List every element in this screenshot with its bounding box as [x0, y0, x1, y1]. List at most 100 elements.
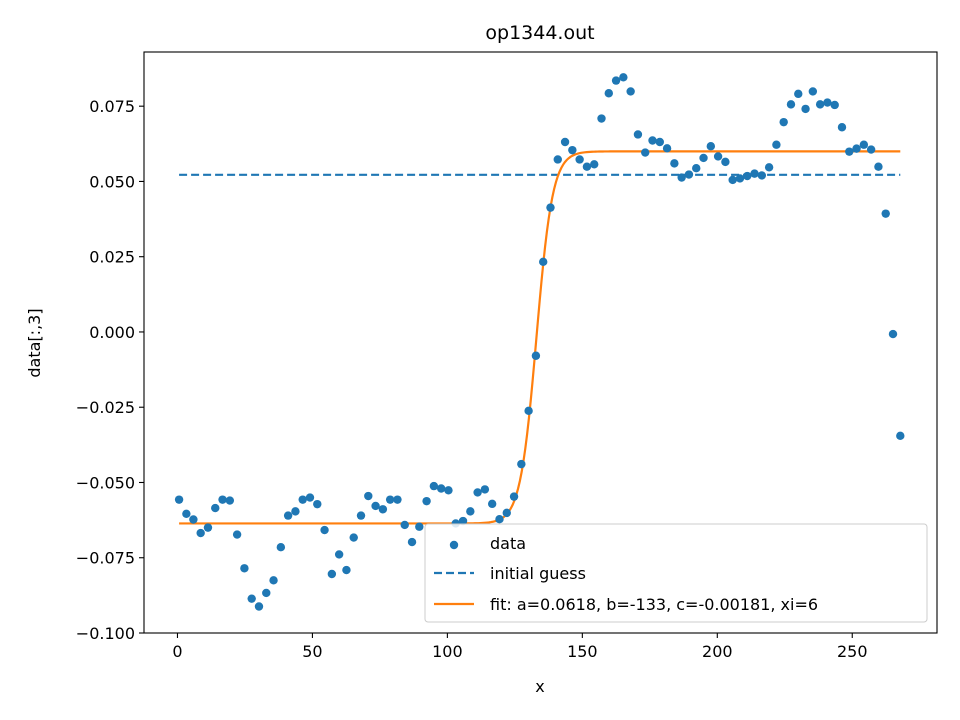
data-point: [619, 73, 628, 82]
data-point: [407, 537, 417, 547]
data-point: [575, 155, 584, 164]
y-tick-label: −0.025: [76, 398, 135, 417]
y-tick-label: −0.075: [76, 549, 135, 568]
x-axis-label: x: [535, 677, 544, 696]
legend-label: initial guess: [490, 564, 586, 583]
data-point: [466, 507, 475, 516]
data-point: [203, 523, 213, 532]
data-point: [786, 100, 796, 109]
data-point: [692, 164, 701, 173]
data-point: [670, 159, 679, 168]
data-point: [633, 130, 643, 139]
data-point: [182, 509, 191, 518]
data-point: [283, 511, 293, 520]
data-point: [313, 499, 322, 509]
data-point: [546, 203, 555, 212]
data-point: [487, 499, 497, 509]
data-point: [582, 162, 592, 171]
data-point: [196, 528, 205, 538]
legend: data initial guess fit: a=0.0618, b=-133, …: [424, 523, 928, 623]
data-point: [225, 496, 235, 505]
data-point: [859, 140, 869, 149]
data-point: [305, 493, 315, 502]
y-tick-label: 0.000: [89, 323, 135, 342]
data-point: [415, 522, 424, 531]
data-point: [531, 351, 541, 360]
data-point: [524, 406, 533, 416]
data-point: [735, 174, 745, 183]
data-point: [699, 153, 708, 163]
data-point: [706, 142, 716, 151]
data-point: [553, 155, 562, 164]
data-point: [801, 104, 810, 114]
y-tick-label: 0.075: [89, 97, 135, 116]
data-point: [750, 169, 759, 178]
data-point: [422, 496, 431, 506]
data-point: [262, 588, 271, 598]
data-point: [342, 565, 351, 575]
data-point: [794, 89, 803, 99]
data-point: [298, 495, 307, 504]
data-point: [648, 136, 657, 145]
data-point: [597, 114, 606, 123]
data-point: [436, 484, 446, 493]
data-point: [590, 160, 599, 169]
data-point: [560, 137, 570, 147]
data-point: [444, 486, 453, 495]
legend-label: data: [490, 534, 526, 553]
data-point: [429, 481, 439, 491]
data-point: [626, 87, 635, 96]
data-point: [291, 507, 300, 516]
data-point: [320, 525, 329, 535]
data-point: [502, 508, 511, 518]
data-point: [721, 157, 730, 167]
data-point: [757, 171, 767, 180]
data-point: [837, 123, 847, 132]
data-point: [211, 503, 220, 513]
data-point: [364, 491, 373, 501]
data-point: [458, 516, 468, 526]
data-point: [473, 488, 482, 497]
data-point: [538, 257, 548, 267]
x-tick-label: 250: [837, 642, 868, 661]
x-tick-label: 150: [567, 642, 598, 661]
axes: 0 50 100 150 200 250 −0.100 −0.075 −0.050 −0.025 0…: [76, 51, 938, 661]
data-point: [240, 564, 249, 573]
chart-title: op1344.out: [485, 22, 594, 44]
x-tick-label: 200: [702, 642, 733, 661]
y-tick-label: 0.025: [89, 248, 135, 267]
data-point: [881, 209, 890, 218]
data-point: [896, 431, 905, 441]
data-point: [334, 550, 344, 559]
legend-marker-data: [449, 540, 459, 550]
data-point: [779, 117, 788, 127]
legend-box: [424, 523, 928, 623]
y-tick-label: −0.050: [76, 473, 135, 492]
data-point: [371, 501, 380, 511]
data-point: [517, 459, 526, 469]
data-point: [568, 145, 577, 155]
data-point: [823, 98, 832, 107]
data-point: [866, 145, 876, 154]
y-tick-label: 0.050: [89, 172, 135, 191]
data-point: [174, 495, 184, 504]
x-tick-label: 100: [432, 642, 463, 661]
y-tick-label: −0.100: [76, 624, 135, 643]
data-point: [604, 89, 613, 98]
data-point: [276, 543, 286, 552]
data-point: [218, 495, 227, 504]
data-point: [269, 576, 278, 585]
data-point: [662, 144, 672, 153]
data-point: [713, 152, 723, 161]
data-point: [772, 140, 781, 149]
axes-frame: [143, 51, 938, 634]
x-tick-label: 0: [172, 642, 182, 661]
data-point: [845, 147, 854, 156]
data-point: [356, 511, 366, 520]
data-point: [830, 100, 839, 110]
data-point: [393, 495, 402, 504]
data-point: [232, 530, 242, 539]
data-point: [385, 495, 395, 504]
data-point: [480, 485, 490, 494]
data-point: [349, 533, 358, 542]
